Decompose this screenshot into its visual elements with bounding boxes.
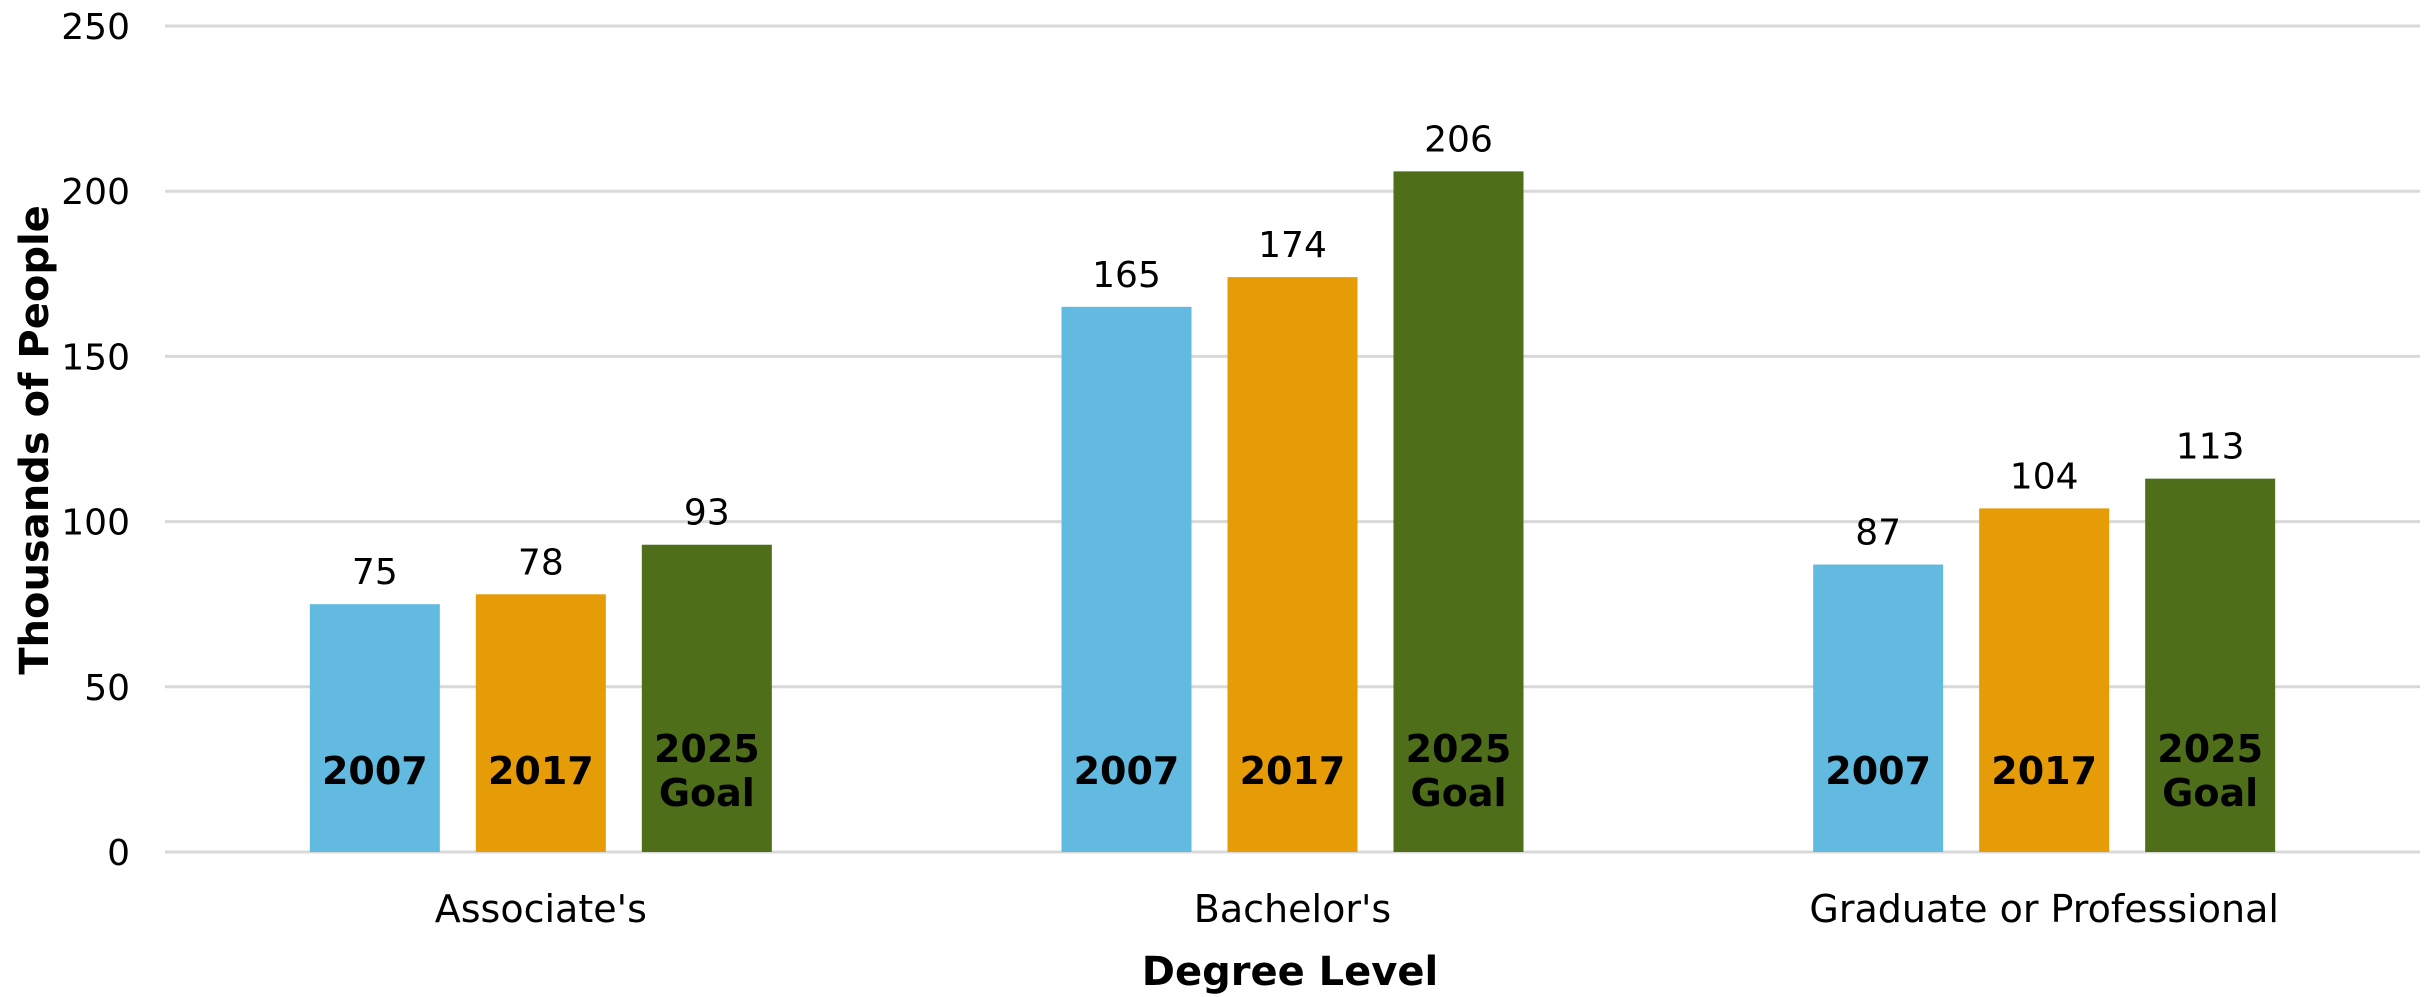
- data-label: 165: [1092, 255, 1161, 296]
- bar: [1227, 277, 1358, 852]
- bar: [1061, 306, 1192, 853]
- series-label: 2017: [1240, 749, 1346, 793]
- bar: [475, 594, 606, 852]
- bars: [309, 171, 2276, 853]
- series-label: 2007: [1074, 749, 1180, 793]
- series-label: 2017: [1991, 749, 2097, 793]
- y-axis-title: Thousands of People: [12, 205, 58, 675]
- y-tick-label: 150: [61, 337, 130, 378]
- bar: [2145, 478, 2276, 852]
- data-label: 78: [518, 542, 564, 583]
- series-label: 2007: [322, 749, 428, 793]
- series-label: 2007: [1825, 749, 1931, 793]
- y-tick-label: 0: [107, 833, 130, 874]
- y-tick-labels: 0 50 100 150 200 250: [61, 7, 130, 874]
- x-category-label: Graduate or Professional: [1809, 887, 2279, 931]
- y-tick-label: 200: [61, 172, 130, 213]
- y-tick-label: 250: [61, 7, 130, 48]
- x-category-labels: Associate's Bachelor's Graduate or Profess…: [435, 887, 2279, 931]
- data-labels: 752007782017932025Goal165200717420172062…: [322, 119, 2263, 815]
- x-category-label: Bachelor's: [1194, 887, 1391, 931]
- y-tick-label: 100: [61, 503, 130, 544]
- series-label: Goal: [2162, 771, 2258, 815]
- data-label: 104: [2010, 456, 2079, 497]
- series-label: 2017: [488, 749, 594, 793]
- y-tick-label: 50: [84, 668, 130, 709]
- bar: [1979, 508, 2110, 852]
- series-label: 2025: [654, 727, 760, 771]
- x-category-label: Associate's: [435, 887, 647, 931]
- data-label: 87: [1855, 513, 1901, 554]
- data-label: 113: [2176, 427, 2245, 468]
- data-label: 93: [684, 493, 730, 534]
- bar: [1393, 171, 1524, 853]
- x-axis-title: Degree Level: [1142, 949, 1438, 995]
- data-label: 75: [352, 552, 398, 593]
- bar: [1813, 564, 1944, 852]
- bar: [309, 604, 440, 852]
- series-label: 2025: [1406, 727, 1512, 771]
- series-label: 2025: [2157, 727, 2263, 771]
- bar: [641, 544, 772, 852]
- data-label: 206: [1424, 119, 1493, 160]
- data-label: 174: [1258, 225, 1327, 266]
- series-label: Goal: [659, 771, 755, 815]
- series-label: Goal: [1411, 771, 1507, 815]
